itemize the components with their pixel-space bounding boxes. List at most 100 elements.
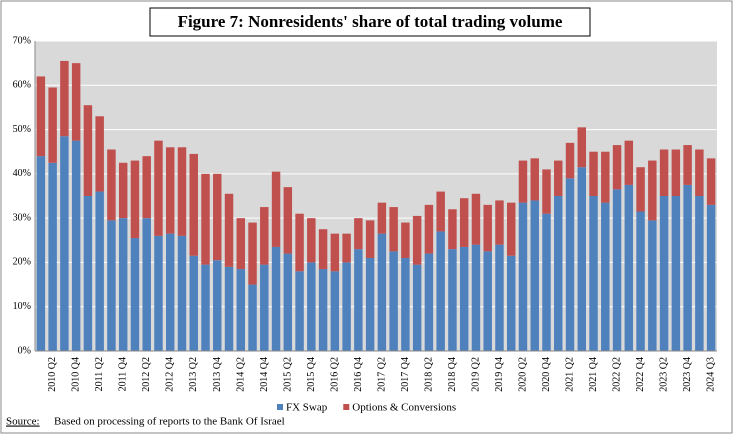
y-tick-label: 70% bbox=[13, 35, 31, 46]
bar-segment bbox=[424, 253, 434, 351]
bar-segment bbox=[412, 215, 422, 265]
bar-segment bbox=[48, 87, 57, 163]
source-text: Based on processing of reports to the Ba… bbox=[54, 416, 285, 428]
chart-title: Figure 7: Nonresidents' share of total t… bbox=[178, 12, 563, 31]
bar-segment bbox=[283, 187, 293, 254]
bar-segment bbox=[307, 218, 316, 263]
bar-segment bbox=[589, 151, 598, 196]
bar-segment bbox=[601, 151, 610, 203]
bar-segment bbox=[612, 189, 622, 351]
bar-segment bbox=[648, 220, 657, 351]
bar-segment bbox=[236, 218, 246, 270]
bar-segment bbox=[365, 220, 375, 258]
bar-segment bbox=[142, 156, 151, 219]
bar-segment bbox=[318, 229, 328, 270]
bar-segment bbox=[165, 233, 175, 351]
bar-segment bbox=[436, 231, 445, 351]
bar-segment bbox=[648, 160, 657, 221]
x-tick-label: 2021 Q2 bbox=[565, 357, 576, 392]
legend-label: FX Swap bbox=[286, 402, 328, 414]
bar-segment bbox=[248, 284, 257, 351]
bar-segment bbox=[307, 262, 316, 351]
bar-segment bbox=[659, 196, 669, 351]
y-tick-label: 0% bbox=[18, 345, 31, 356]
bar-segment bbox=[401, 222, 410, 258]
bar-segment bbox=[224, 266, 234, 351]
bar-segment bbox=[506, 202, 516, 256]
bar-segment bbox=[118, 162, 128, 219]
x-tick-label: 2023 Q2 bbox=[659, 357, 670, 392]
bar-segment bbox=[142, 218, 151, 351]
x-tick-label: 2010 Q4 bbox=[71, 357, 82, 392]
bar-segment bbox=[377, 233, 387, 351]
bar-segment bbox=[95, 116, 104, 192]
bar-segment bbox=[542, 213, 551, 351]
bar-segment bbox=[401, 258, 410, 351]
bar-segment bbox=[224, 193, 234, 267]
x-tick-label: 2024 Q3 bbox=[706, 357, 717, 392]
bar-segment bbox=[471, 244, 481, 351]
bar-segment bbox=[177, 147, 187, 236]
x-tick-label: 2017 Q2 bbox=[376, 357, 387, 392]
y-tick-label: 30% bbox=[13, 212, 31, 223]
bar-segment bbox=[330, 233, 340, 272]
x-tick-label: 2019 Q4 bbox=[494, 357, 505, 392]
bar-segment bbox=[236, 269, 246, 351]
bar-segment bbox=[518, 202, 528, 351]
bar-segment bbox=[377, 202, 387, 234]
bar-segment bbox=[107, 149, 116, 221]
x-tick-label: 2012 Q2 bbox=[141, 357, 152, 392]
bar-segment bbox=[165, 147, 175, 234]
x-tick-label: 2015 Q4 bbox=[306, 357, 317, 392]
bar-segment bbox=[118, 218, 128, 351]
x-tick-label: 2021 Q4 bbox=[588, 357, 599, 392]
bar-segment bbox=[248, 222, 257, 285]
bar-segment bbox=[706, 158, 716, 205]
bar-segment bbox=[60, 136, 69, 351]
x-tick-label: 2018 Q4 bbox=[447, 357, 458, 392]
x-tick-label: 2017 Q4 bbox=[400, 357, 411, 392]
bar-segment bbox=[589, 196, 598, 351]
y-tick-label: 50% bbox=[13, 124, 31, 135]
bar-segment bbox=[130, 160, 140, 239]
bar-segment bbox=[177, 235, 187, 351]
x-tick-label: 2022 Q2 bbox=[612, 357, 623, 392]
bar-segment bbox=[554, 196, 563, 351]
bar-segment bbox=[636, 167, 645, 212]
bar-segment bbox=[365, 258, 375, 351]
bar-segment bbox=[189, 255, 198, 351]
y-tick-label: 10% bbox=[13, 301, 31, 312]
y-tick-label: 60% bbox=[13, 80, 31, 91]
bar-segment bbox=[436, 191, 445, 232]
bar-segment bbox=[154, 140, 163, 236]
x-tick-label: 2015 Q2 bbox=[282, 357, 293, 392]
bar-segment bbox=[213, 173, 222, 261]
bar-segment bbox=[95, 191, 104, 351]
bar-segment bbox=[483, 204, 492, 252]
bar-segment bbox=[565, 142, 575, 179]
bar-segment bbox=[60, 60, 69, 137]
bar-segment bbox=[318, 269, 328, 351]
bar-segment bbox=[565, 178, 575, 351]
bar-segment bbox=[330, 271, 340, 351]
x-tick-label: 2011 Q4 bbox=[118, 357, 129, 391]
x-tick-label: 2016 Q2 bbox=[329, 357, 340, 392]
x-tick-label: 2019 Q2 bbox=[470, 357, 481, 392]
bar-segment bbox=[471, 193, 481, 245]
x-tick-label: 2018 Q2 bbox=[423, 357, 434, 392]
bar-segment bbox=[671, 149, 681, 196]
bar-segment bbox=[260, 207, 269, 265]
bar-segment bbox=[201, 264, 210, 351]
bar-segment bbox=[424, 204, 434, 254]
bar-segment bbox=[577, 127, 587, 168]
bar-segment bbox=[448, 209, 457, 250]
bar-segment bbox=[295, 271, 304, 351]
legend-label: Options & Conversions bbox=[352, 402, 456, 414]
bar-segment bbox=[412, 264, 422, 351]
bar-segment bbox=[530, 200, 539, 351]
bar-segment bbox=[283, 253, 293, 351]
bar-segment bbox=[495, 200, 504, 245]
bar-segment bbox=[459, 246, 469, 351]
bar-segment bbox=[695, 149, 704, 196]
